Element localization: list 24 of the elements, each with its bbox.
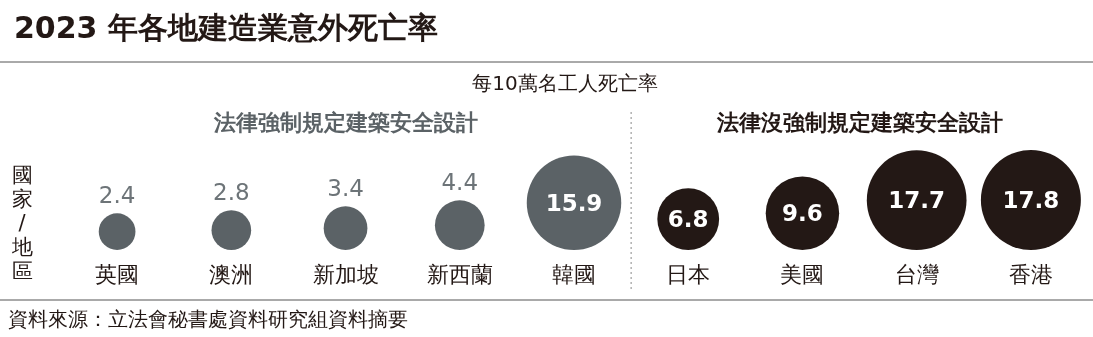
category-label: 韓國 (552, 262, 596, 287)
category-label: 英國 (95, 262, 140, 287)
category-label: 日本 (666, 262, 711, 287)
series-label: 法律沒強制規定建築安全設計 (715, 110, 1003, 135)
category-label: 新加坡 (312, 262, 379, 287)
category-label: 澳洲 (209, 262, 254, 287)
category-label: 美國 (780, 262, 825, 287)
data-label: 17.8 (1002, 187, 1060, 213)
text: 國家/地區 (10, 163, 33, 283)
text: 法律強制規定建築安全設計 (212, 110, 478, 135)
data-label: 2.8 (213, 179, 250, 206)
data-label: 6.8 (667, 206, 709, 233)
source-note: 資料來源：立法會秘書處資料研究組資料摘要 (8, 307, 408, 331)
data-label: 4.4 (441, 169, 479, 196)
data-label: 17.7 (888, 187, 946, 214)
data-label: 3.4 (327, 175, 364, 202)
data-label: 2.4 (98, 182, 136, 209)
text: 每10萬名工人死亡率 (472, 71, 658, 95)
category-label: 台灣 (894, 262, 939, 287)
data-label: 9.6 (782, 200, 823, 227)
data-label: 15.9 (545, 189, 603, 216)
text: 2023 年各地建造業意外死亡率 (14, 10, 438, 45)
category-label: 香港 (1008, 262, 1053, 287)
category-label: 新西蘭 (426, 262, 493, 287)
